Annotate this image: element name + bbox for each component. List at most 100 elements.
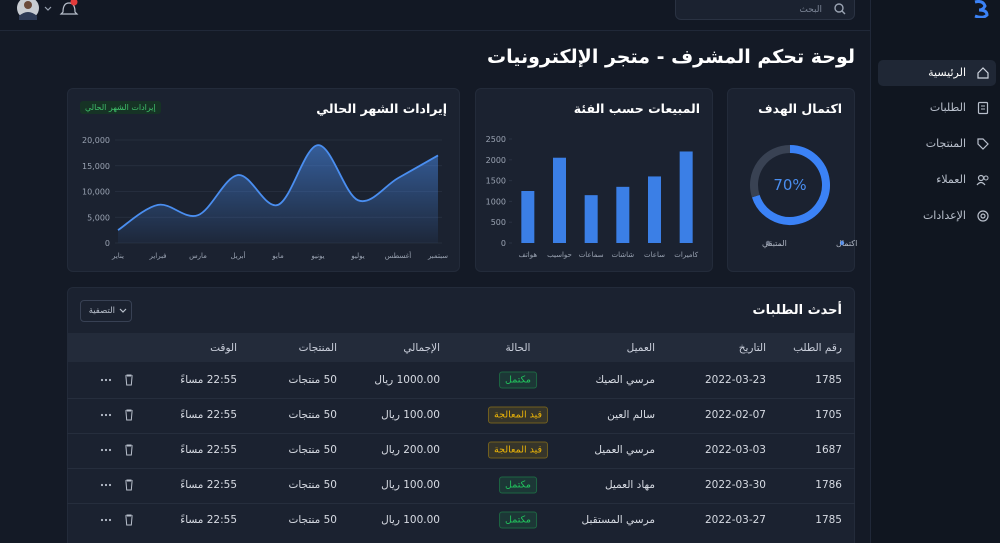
table-cell: 2022-03-23 bbox=[704, 374, 766, 386]
row-divider bbox=[67, 432, 855, 434]
page-title: لوحة تحكم المشرف - متجر الإلكترونيات bbox=[487, 46, 855, 68]
x-tick-label: أبريل bbox=[230, 251, 245, 260]
x-tick-label: هواتف bbox=[519, 251, 538, 259]
y-tick-label: 0 bbox=[105, 239, 110, 248]
bar bbox=[584, 195, 598, 243]
nav-label: الرئيسية bbox=[928, 66, 966, 79]
table-cell: 22:55 مساءً bbox=[180, 374, 237, 386]
search-icon bbox=[834, 3, 846, 15]
x-tick-label: يونيو bbox=[310, 252, 324, 260]
nav-icon bbox=[977, 210, 989, 222]
column-header: رقم الطلب bbox=[793, 342, 842, 354]
search-placeholder: البحث bbox=[799, 5, 822, 15]
legend-label: المتبقي bbox=[762, 239, 787, 248]
orders-title: أحدث الطلبات bbox=[752, 303, 842, 318]
x-tick-label: مارس bbox=[189, 252, 207, 260]
y-tick-label: 1000 bbox=[486, 197, 506, 206]
nav-item[interactable]: العملاء bbox=[878, 167, 996, 193]
user-area[interactable] bbox=[10, 0, 85, 22]
x-tick-label: ساعات bbox=[644, 251, 665, 259]
row-actions[interactable] bbox=[98, 513, 148, 527]
nav-item[interactable]: الرئيسية bbox=[878, 60, 996, 86]
x-tick-label: شاشات bbox=[612, 251, 635, 259]
status-badge: مكتمل bbox=[499, 476, 537, 494]
table-cell: 1000.00 ريال bbox=[374, 374, 440, 386]
column-header: العميل bbox=[626, 342, 655, 354]
card-title: اكتمال الهدف bbox=[758, 101, 842, 116]
goal-card: اكتمال الهدف bbox=[727, 88, 855, 272]
table-cell: 50 منتجات bbox=[288, 374, 337, 386]
nav-icon bbox=[977, 101, 989, 115]
x-tick-label: حواسيب bbox=[547, 251, 572, 259]
bar bbox=[521, 191, 535, 243]
table-cell: 1705 bbox=[815, 409, 842, 421]
column-header: المنتجات bbox=[298, 342, 337, 354]
row-divider bbox=[67, 502, 855, 504]
table-cell: 22:55 مساءً bbox=[180, 514, 237, 526]
bar bbox=[616, 186, 630, 243]
y-tick-label: 2500 bbox=[486, 135, 506, 144]
table-cell: 50 منتجات bbox=[288, 514, 337, 526]
table-cell: 50 منتجات bbox=[288, 479, 337, 491]
nav-label: العملاء bbox=[936, 173, 966, 186]
line bbox=[117, 144, 439, 231]
table-cell: 22:55 مساءً bbox=[180, 444, 237, 456]
x-tick-label: فبراير bbox=[148, 252, 166, 260]
x-tick-label: أغسطس bbox=[385, 251, 412, 260]
table-header bbox=[67, 333, 855, 362]
status-badge: مكتمل bbox=[499, 371, 537, 389]
x-tick-label: كاميرات bbox=[674, 251, 698, 259]
nav-icon bbox=[977, 67, 989, 79]
nav-item[interactable]: الإعدادات bbox=[878, 203, 996, 229]
table-cell: 2022-03-30 bbox=[704, 479, 766, 491]
table-cell: مرسي الصيك bbox=[595, 374, 655, 386]
row-actions[interactable] bbox=[98, 373, 148, 387]
x-tick-label: مايو bbox=[271, 252, 284, 260]
nav-icon bbox=[976, 174, 989, 186]
column-header: الوقت bbox=[210, 342, 237, 354]
table-cell: 100.00 ريال bbox=[381, 479, 440, 491]
table-cell: 1786 bbox=[815, 479, 842, 491]
nav-label: الطلبات bbox=[929, 101, 966, 114]
bar bbox=[679, 151, 693, 243]
table-cell: مرسي العميل bbox=[594, 444, 655, 456]
status-badge: مكتمل bbox=[499, 511, 537, 529]
orders-card: أحدث الطلبات التصفية bbox=[67, 287, 855, 543]
nav-icon bbox=[977, 138, 989, 150]
table-cell: 1687 bbox=[815, 444, 842, 456]
row-actions[interactable] bbox=[98, 478, 148, 492]
table-cell: سالم العين bbox=[607, 409, 655, 421]
revenue-badge: إيرادات الشهر الحالي bbox=[80, 101, 161, 114]
nav-item[interactable]: المنتجات bbox=[878, 131, 996, 157]
table-cell: مرسي المستقبل bbox=[581, 514, 655, 526]
table-cell: 1785 bbox=[815, 514, 842, 526]
y-tick-label: 0 bbox=[501, 239, 506, 248]
search-box[interactable]: البحث bbox=[675, 0, 855, 20]
legend-dot bbox=[765, 240, 771, 246]
y-tick-label: 15,000 bbox=[82, 162, 110, 171]
column-header: الحالة bbox=[505, 342, 531, 354]
x-tick-label: سماعات bbox=[579, 251, 604, 259]
legend-label: اكتمال bbox=[836, 239, 857, 248]
bar bbox=[648, 176, 661, 243]
filter-label: التصفية bbox=[88, 306, 115, 316]
x-tick-label: سبتمبر bbox=[427, 252, 448, 260]
table-cell: 22:55 مساءً bbox=[180, 409, 237, 421]
row-actions[interactable] bbox=[98, 443, 148, 457]
status-badge: قيد المعالجة bbox=[487, 441, 549, 459]
column-header: التاريخ bbox=[738, 342, 766, 354]
row-divider bbox=[67, 397, 855, 399]
y-tick-label: 2000 bbox=[486, 156, 506, 165]
table-cell: 50 منتجات bbox=[288, 444, 337, 456]
table-cell: 2022-02-07 bbox=[704, 409, 766, 421]
nav-label: الإعدادات bbox=[922, 209, 966, 222]
filter-button[interactable]: التصفية bbox=[80, 300, 132, 322]
y-tick-label: 20,000 bbox=[82, 136, 110, 145]
row-actions[interactable] bbox=[98, 408, 148, 422]
table-cell: 200.00 ريال bbox=[381, 444, 440, 456]
nav-item[interactable]: الطلبات bbox=[878, 95, 996, 121]
area bbox=[118, 145, 438, 243]
